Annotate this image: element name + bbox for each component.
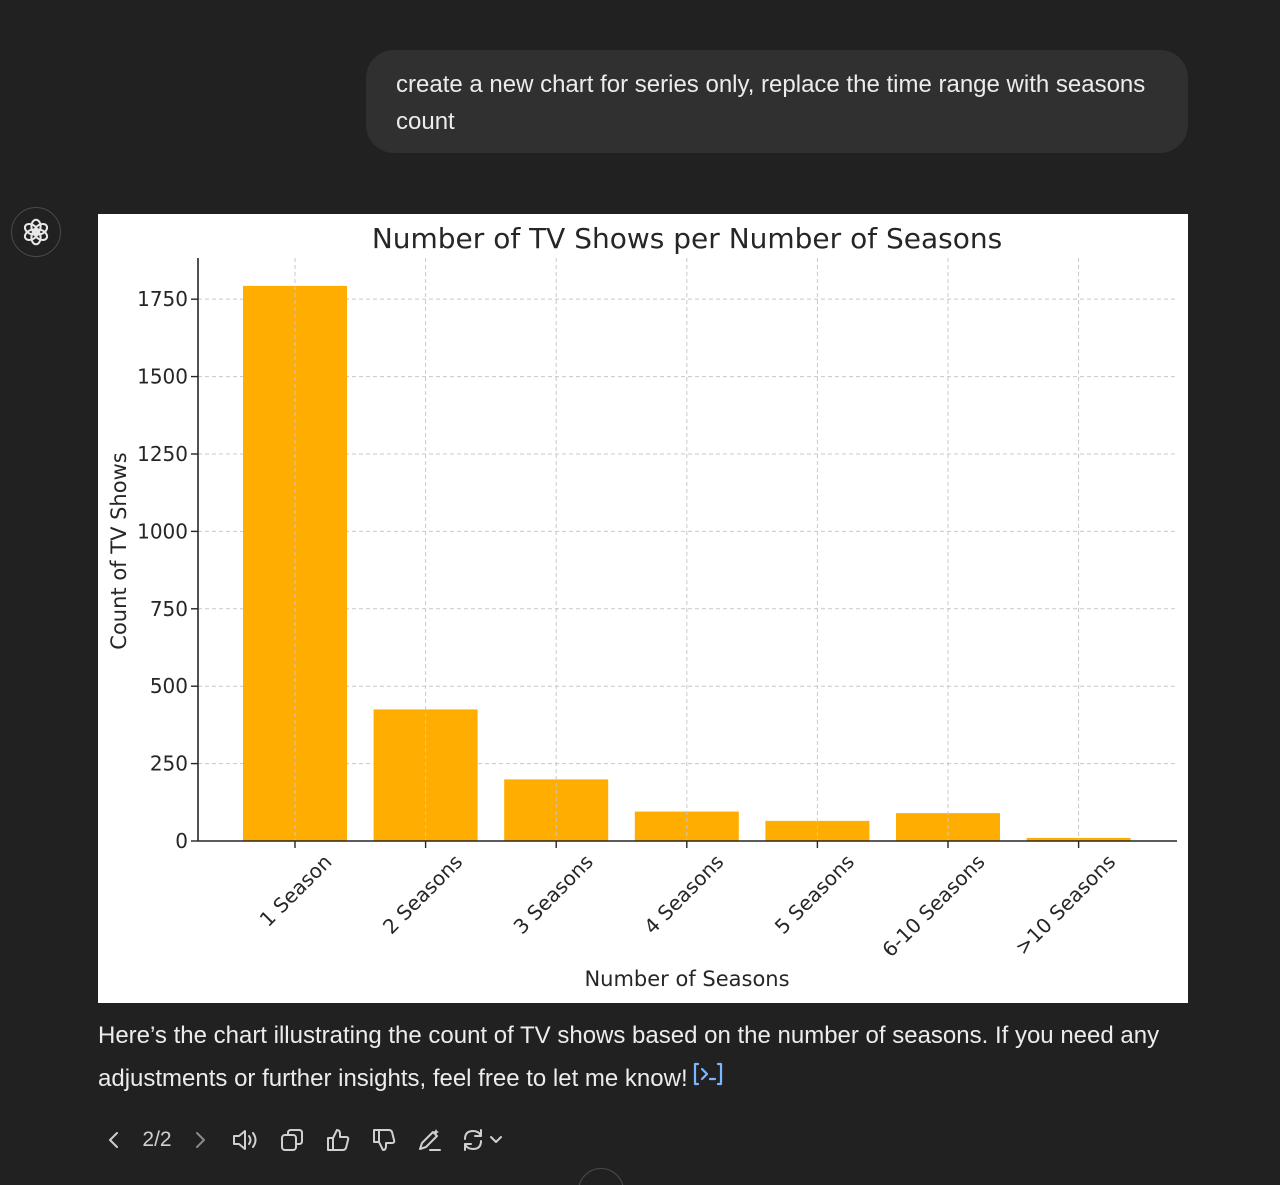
scroll-to-bottom-button[interactable] [578, 1168, 624, 1185]
assistant-reply-text: Here’s the chart illustrating the count … [98, 1022, 1160, 1092]
x-tick-label: 5 Seasons [770, 850, 859, 939]
openai-logo-icon [11, 207, 61, 257]
bar-chart: 0 250 500 750 1000 1250 1500 1750 1 Season 2 Sea… [107, 222, 1177, 991]
x-tick-label: >10 Seasons [1010, 850, 1120, 960]
y-tick-label: 250 [150, 752, 188, 776]
response-pager: 2/2 [142, 1128, 172, 1151]
assistant-reply: Here’s the chart illustrating the count … [98, 1014, 1188, 1101]
y-tick-label: 0 [175, 829, 188, 853]
x-tick-label: 2 Seasons [378, 850, 467, 939]
user-message-bubble: create a new chart for series only, repl… [366, 50, 1188, 153]
y-tick-label: 1250 [137, 442, 188, 466]
x-tick-label: 3 Seasons [509, 850, 598, 939]
copy-icon[interactable] [276, 1118, 308, 1162]
y-tick-label: 500 [150, 674, 188, 698]
x-axis-label: Number of Seasons [584, 967, 789, 991]
x-tick-label: 6-10 Seasons [877, 850, 989, 962]
x-tick-label: 1 Season [255, 850, 337, 932]
y-tick-labels: 0 250 500 750 1000 1250 1500 1750 [137, 287, 198, 853]
read-aloud-icon[interactable] [230, 1118, 262, 1162]
y-tick-label: 1500 [137, 365, 188, 389]
bar [765, 820, 870, 841]
y-tick-label: 750 [150, 597, 188, 621]
user-message-text: create a new chart for series only, repl… [396, 71, 1146, 135]
chart-image[interactable]: 0 250 500 750 1000 1250 1500 1750 1 Season 2 Sea… [98, 214, 1188, 1003]
x-tick-label: 4 Seasons [639, 850, 728, 939]
bar [504, 779, 609, 841]
thumbs-down-icon[interactable] [368, 1118, 400, 1162]
previous-icon[interactable] [98, 1118, 130, 1162]
code-interpreter-icon[interactable] [692, 1058, 724, 1101]
x-tick-labels: 1 Season 2 Seasons 3 Seasons 4 Seasons 5 Sea… [255, 841, 1120, 962]
chart-title: Number of TV Shows per Number of Seasons [372, 222, 1002, 255]
y-tick-label: 1000 [137, 519, 188, 543]
next-icon[interactable] [184, 1118, 216, 1162]
thumbs-up-icon[interactable] [322, 1118, 354, 1162]
y-axis-label: Count of TV Shows [107, 452, 131, 649]
y-tick-label: 1750 [137, 287, 188, 311]
chart-grid [198, 298, 1177, 765]
edit-in-canvas-icon[interactable] [414, 1118, 446, 1162]
regenerate-icon[interactable] [460, 1118, 508, 1162]
message-action-bar: 2/2 [98, 1118, 508, 1162]
